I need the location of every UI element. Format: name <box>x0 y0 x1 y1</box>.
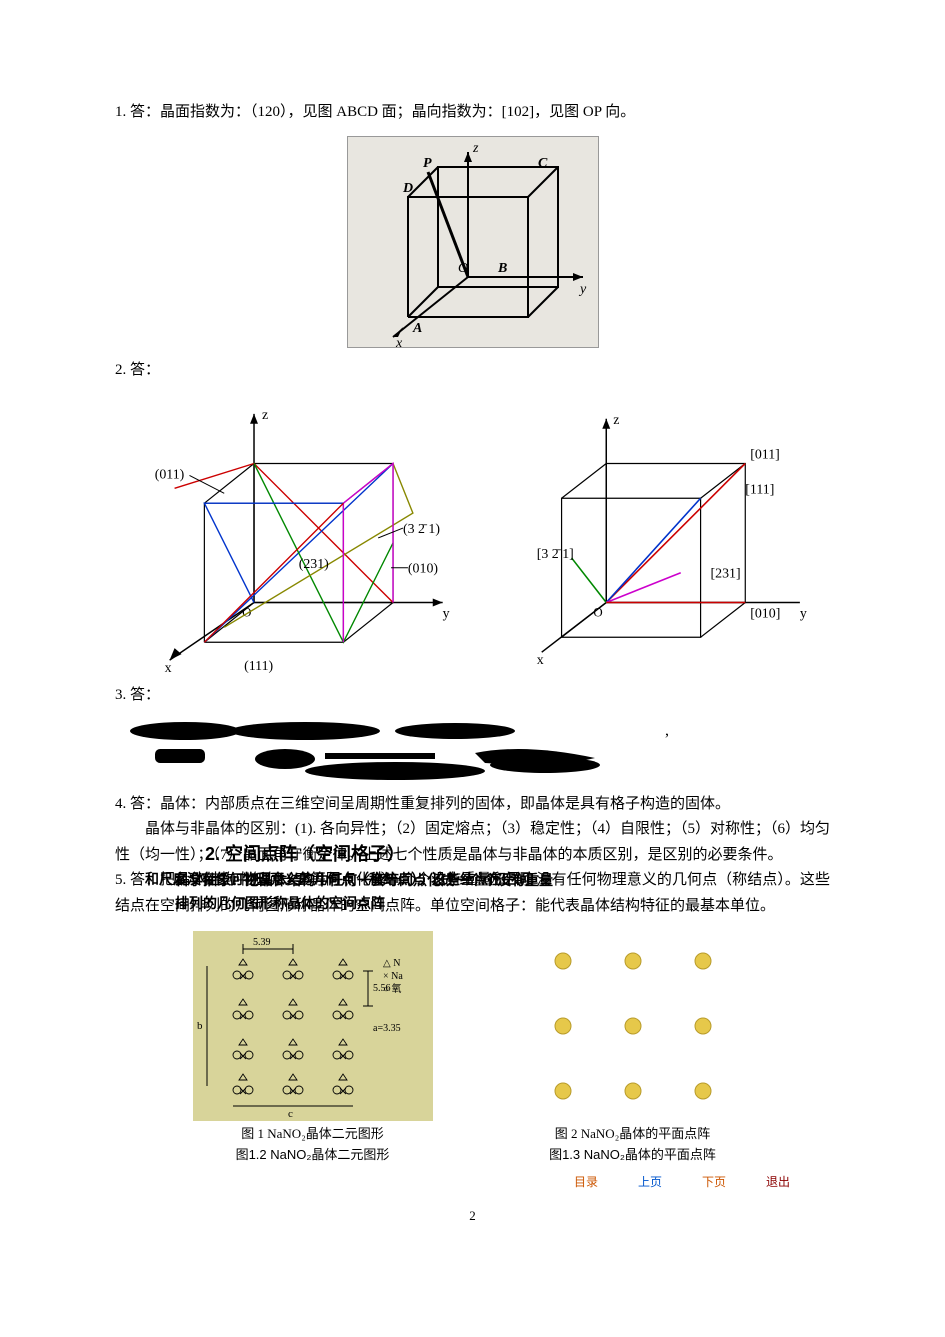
svg-text:[231]: [231] <box>711 567 741 582</box>
q3-label: 3. 答： <box>115 683 830 709</box>
nano-figure-row: 5.39 △ N × Na ○ 氧 5.56 a=3.35 b <box>115 931 830 1163</box>
q2-right-diagram: z y x O [011] [111] [3 <box>502 393 830 673</box>
svg-text:A: A <box>412 321 422 336</box>
svg-text:b: b <box>197 1020 203 1032</box>
svg-text:c: c <box>288 1108 293 1120</box>
svg-text:P: P <box>423 156 432 171</box>
q4-overlay-sub3: 排列的几何图形称晶体的空间点阵 <box>175 892 385 916</box>
svg-text:(010): (010) <box>408 562 438 577</box>
nav-exit[interactable]: 退出 <box>766 1173 790 1190</box>
svg-text:△ N: △ N <box>383 958 400 969</box>
q2-figure-row: z y x O (0 <box>115 393 830 673</box>
svg-text:y: y <box>578 282 587 297</box>
q4-line1: 4. 答：晶体：内部质点在三维空间呈周期性重复排列的固体，即晶体是具有格子构造的… <box>115 792 830 818</box>
nav-toc[interactable]: 目录 <box>574 1173 598 1190</box>
svg-text:O: O <box>594 605 603 619</box>
svg-text:(231): (231) <box>299 557 329 572</box>
q3-equation-image: , <box>125 713 830 788</box>
svg-text:D: D <box>402 181 413 196</box>
svg-text:a=3.35: a=3.35 <box>373 1023 401 1034</box>
q4-overlay-sub2: 和尺度没有任何物理意义的几何点（称结点）。这些结点在空间 <box>145 868 530 892</box>
svg-text:[010]: [010] <box>751 606 781 621</box>
svg-text:x: x <box>395 336 403 347</box>
svg-text:C: C <box>538 156 548 171</box>
dim-top: 5.39 <box>253 937 271 948</box>
svg-text:y: y <box>800 606 807 621</box>
svg-text:,: , <box>665 722 669 739</box>
nano-left-image: 5.39 △ N × Na ○ 氧 5.56 a=3.35 b <box>193 931 433 1121</box>
q2-left-diagram: z y x O (0 <box>115 393 492 673</box>
nav-links: 目录 上页 下页 退出 <box>115 1173 830 1190</box>
q2-label: 2. 答： <box>115 358 830 384</box>
svg-text:(011): (011) <box>155 467 185 482</box>
nano-right-block: 图 2 NaNO₂晶体的平面点阵 图1.3 NaNO₂晶体的平面点阵 <box>513 931 753 1163</box>
nano-left-block: 5.39 △ N × Na ○ 氧 5.56 a=3.35 b <box>193 931 433 1163</box>
nav-next[interactable]: 下页 <box>702 1173 726 1190</box>
svg-text:[3 2̄ 1]: [3 2̄ 1] <box>537 547 574 562</box>
nav-prev[interactable]: 上页 <box>638 1173 662 1190</box>
svg-text:z: z <box>262 408 268 423</box>
q4-overlay-title: 2. 空间点阵（空间格子） <box>205 839 405 870</box>
svg-text:× Na: × Na <box>383 971 403 982</box>
svg-text:z: z <box>472 141 479 156</box>
nano-right-caption2: 图1.3 NaNO₂晶体的平面点阵 <box>549 1144 716 1163</box>
nano-right-caption1: 图 2 NaNO₂晶体的平面点阵 <box>555 1123 710 1142</box>
svg-text:B: B <box>497 261 507 276</box>
nano-left-caption2: 图1.2 NaNO₂晶体二元图形 <box>236 1144 390 1163</box>
svg-text:x: x <box>537 653 544 668</box>
svg-text:(111): (111) <box>244 659 273 673</box>
q1-figure-row: z P C D O B y A x <box>115 136 830 348</box>
nano-left-caption1: 图 1 NaNO₂晶体二元图形 <box>241 1123 383 1142</box>
svg-text:5.56: 5.56 <box>373 983 391 994</box>
q1-text: 1. 答：晶面指数为：（120），见图 ABCD 面；晶向指数为：[102]，见… <box>115 100 830 126</box>
q1-cube-image: z P C D O B y A x <box>347 136 599 348</box>
page-number: 2 <box>115 1208 830 1224</box>
svg-text:[011]: [011] <box>751 448 781 463</box>
nano-right-image <box>513 931 753 1121</box>
svg-text:z: z <box>614 413 620 428</box>
svg-text:y: y <box>443 606 450 621</box>
svg-text:x: x <box>165 661 172 673</box>
q4-overlap-block: 晶体与非晶体的区别：(1). 各向异性；（2）固定熔点；（3）稳定性；（4）自限… <box>115 817 830 868</box>
svg-text:[111]: [111] <box>746 482 775 497</box>
q5-block: 5. 答：把晶体结构中任何一套等同点化成一个个没有重量和尺度没有任何物理意义的几… <box>115 868 830 919</box>
svg-text:O: O <box>458 261 468 276</box>
svg-text:(3 2̄ 1): (3 2̄ 1) <box>403 522 440 537</box>
